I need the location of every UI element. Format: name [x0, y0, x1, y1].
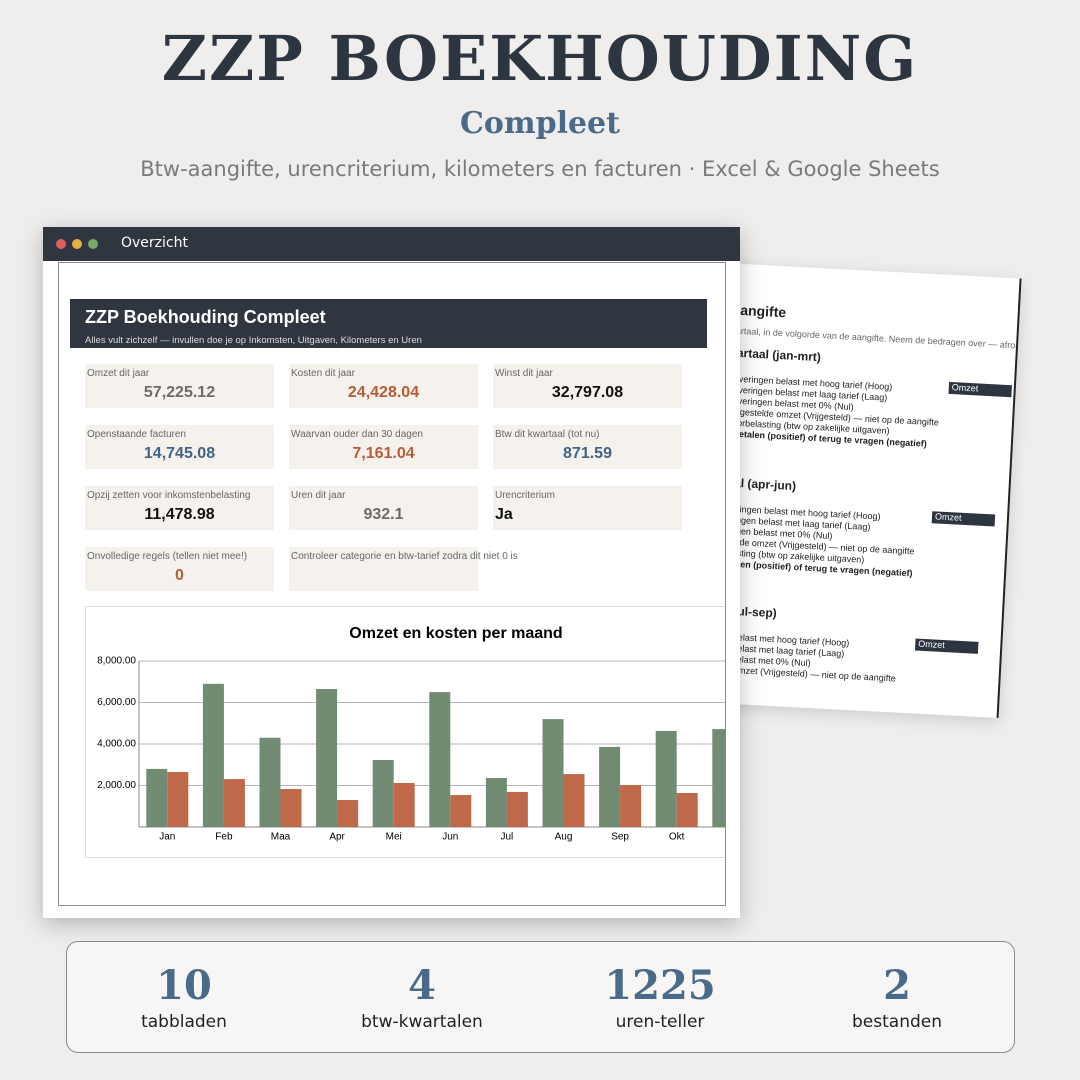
- x-tick-label: Sep: [611, 832, 629, 843]
- bar: [450, 795, 472, 827]
- x-tick-label: Mei: [386, 832, 402, 843]
- x-tick-label: Aug: [555, 832, 573, 843]
- window-title: Overzicht: [121, 235, 188, 251]
- kpi-card: Waarvan ouder dan 30 dagen 7,161.04: [289, 425, 478, 469]
- minimize-dot[interactable]: [72, 239, 82, 249]
- kpi-label: Uren dit jaar: [291, 490, 346, 501]
- bar: [563, 774, 585, 827]
- stat-label: tabbladen: [141, 1012, 227, 1032]
- stat-value: 2: [883, 962, 911, 1009]
- bar: [712, 729, 725, 827]
- kpi-card: Btw dit kwartaal (tot nu) 871.59: [493, 425, 682, 469]
- sheet: ZZP Boekhouding Compleet Alles vult zich…: [58, 262, 726, 906]
- bar: [167, 772, 189, 827]
- sheet-subtitle: Alles vult zichzelf — invullen doe je op…: [85, 335, 422, 346]
- bar: [280, 789, 302, 827]
- stat-value: 4: [408, 962, 436, 1009]
- bar: [485, 778, 507, 827]
- kpi-card: Urencriterium Ja: [493, 486, 682, 530]
- kpi-label: Openstaande facturen: [87, 429, 186, 440]
- stats-box: 10 tabbladen 4 btw-kwartalen 1225 uren-teller…: [66, 941, 1015, 1053]
- section-heading: vartaal (jan-mrt): [729, 345, 822, 365]
- kpi-card: Controleer categorie en btw-tarief zodra…: [289, 547, 518, 591]
- x-tick-label: Maa: [271, 832, 291, 843]
- kpi-label: Controleer categorie en btw-tarief zodra…: [291, 551, 518, 562]
- kpi-label: Opzij zetten voor inkomstenbelasting: [87, 490, 251, 501]
- bar: [372, 759, 394, 827]
- kpi-value: 14,745.08: [143, 445, 216, 462]
- kpi-value: 57,225.12: [143, 384, 216, 401]
- side-title: aangifte: [732, 301, 787, 321]
- kpi-label: Omzet dit jaar: [87, 368, 150, 379]
- y-tick-label: 2,000.00: [97, 780, 136, 791]
- headline: ZZP BOEKHOUDING: [161, 22, 919, 95]
- close-dot[interactable]: [56, 239, 66, 249]
- bar: [599, 746, 621, 827]
- kpi-value: 0: [175, 567, 184, 584]
- app-window: Overzicht ZZP Boekhouding Compleet Alles…: [43, 227, 740, 918]
- kpi-label: Btw dit kwartaal (tot nu): [495, 429, 600, 440]
- y-tick-label: 4,000.00: [97, 739, 136, 750]
- bar: [337, 800, 359, 827]
- kpi-card: Kosten dit jaar 24,428.04: [289, 364, 478, 408]
- sheet-title: ZZP Boekhouding Compleet: [85, 307, 326, 327]
- kpi-card: Openstaande facturen 14,745.08: [85, 425, 274, 469]
- tagline: Btw-aangifte, urencriterium, kilometers …: [140, 157, 940, 181]
- kpi-label: Urencriterium: [495, 490, 556, 501]
- kpi-value: 32,797.08: [551, 384, 624, 401]
- bar: [223, 779, 245, 827]
- kpi-card: Uren dit jaar 932.1: [289, 486, 478, 530]
- x-tick-label: Feb: [215, 832, 233, 843]
- kpi-label: Winst dit jaar: [495, 368, 553, 379]
- title-bar: Overzicht: [43, 227, 740, 261]
- kpi-card: Onvolledige regels (tellen niet mee!) 0: [85, 547, 274, 591]
- column-header: Omzet: [931, 511, 996, 527]
- kpi-value: 871.59: [563, 445, 612, 462]
- chart-card: Omzet en kosten per maand 2,000.00 4,000.0…: [85, 606, 725, 858]
- bar: [393, 783, 415, 827]
- chart-title: Omzet en kosten per maand: [349, 625, 562, 642]
- bar: [676, 792, 698, 827]
- sheet-header: ZZP Boekhouding Compleet Alles vult zich…: [70, 299, 707, 348]
- stat-value: 10: [156, 962, 212, 1009]
- stat-label: btw-kwartalen: [361, 1012, 483, 1032]
- stat-label: uren-teller: [615, 1012, 705, 1032]
- kpi-label: Onvolledige regels (tellen niet mee!): [87, 551, 248, 562]
- kpi-card: Omzet dit jaar 57,225.12: [85, 364, 274, 408]
- stat-label: bestanden: [852, 1012, 942, 1032]
- column-header: Omzet: [948, 381, 1012, 398]
- x-tick-label: Jan: [159, 832, 175, 843]
- bar: [655, 730, 677, 827]
- y-tick-label: 8,000.00: [97, 656, 136, 667]
- x-tick-label: Jun: [442, 832, 458, 843]
- chart: Omzet en kosten per maand 2,000.00 4,000.0…: [97, 625, 725, 843]
- kpi-value: 932.1: [363, 506, 404, 523]
- x-tick-label: Jul: [501, 832, 514, 843]
- y-tick-label: 6,000.00: [97, 697, 136, 708]
- kpi-value: Ja: [495, 506, 513, 523]
- maximize-dot[interactable]: [88, 239, 98, 249]
- bar: [316, 689, 338, 827]
- bar: [542, 719, 564, 827]
- bar: [146, 768, 168, 827]
- kpi-card: Winst dit jaar 32,797.08: [493, 364, 682, 408]
- bar: [620, 785, 642, 827]
- bar: [202, 683, 224, 827]
- kpi-value: 11,478.98: [144, 506, 215, 523]
- bar: [506, 791, 528, 827]
- subheadline: Compleet: [459, 106, 621, 141]
- kpi-card: Opzij zetten voor inkomstenbelasting 11,4…: [85, 486, 274, 530]
- bar: [429, 692, 451, 827]
- kpi-label: Waarvan ouder dan 30 dagen: [291, 429, 423, 440]
- kpi-label: Kosten dit jaar: [291, 368, 355, 379]
- column-header: Omzet: [914, 638, 979, 654]
- x-tick-label: Okt: [669, 832, 685, 843]
- kpi-value: 24,428.04: [347, 384, 420, 401]
- stat-value: 1225: [604, 962, 716, 1009]
- kpi-value: 7,161.04: [352, 445, 415, 462]
- bar: [259, 737, 281, 827]
- x-tick-label: Apr: [329, 832, 345, 843]
